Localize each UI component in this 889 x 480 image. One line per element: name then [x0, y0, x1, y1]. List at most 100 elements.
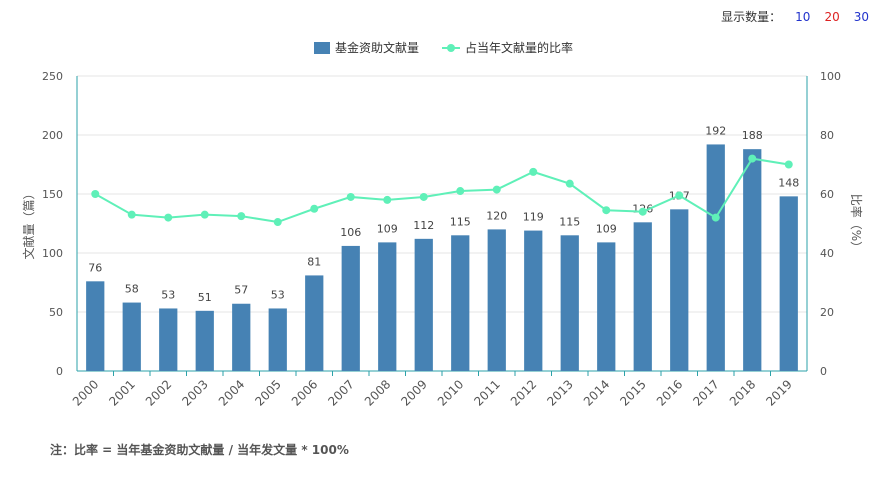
- y-right-tick-label: 0: [820, 365, 827, 378]
- bar: [524, 230, 543, 371]
- legend-bar-label: 基金资助文献量: [335, 40, 419, 55]
- bar-value-label: 188: [742, 129, 763, 142]
- ratio-point: [346, 192, 355, 201]
- y-right-tick-label: 80: [820, 129, 834, 142]
- bar-value-label: 76: [88, 261, 102, 274]
- ratio-point: [784, 160, 793, 169]
- funding-chart: 0 50 100 150 200 250 0 20 40 60 80 100 文献量（篇） 比率（%） 76…: [21, 40, 864, 409]
- bar-value-label: 112: [413, 219, 434, 232]
- bar: [305, 275, 324, 371]
- bar: [86, 281, 105, 371]
- x-tick-label: 2019: [763, 377, 794, 408]
- display-count-option-10[interactable]: 10: [795, 9, 811, 24]
- bar: [414, 238, 433, 371]
- ratio-point: [383, 195, 392, 204]
- bar-value-label: 58: [125, 283, 139, 296]
- ratio-point: [675, 191, 684, 200]
- display-count-option-20[interactable]: 20: [824, 9, 840, 24]
- ratio-point: [602, 206, 611, 215]
- display-count-label: 显示数量：: [721, 10, 782, 24]
- bar: [633, 222, 652, 371]
- ratio-point: [529, 167, 538, 176]
- y-left-tick-label: 150: [42, 188, 63, 201]
- x-tick-label: 2008: [362, 377, 393, 408]
- bar-value-label: 120: [486, 209, 507, 222]
- x-tick-label: 2001: [106, 377, 137, 408]
- x-tick-label: 2002: [143, 377, 174, 408]
- ratio-point: [456, 187, 465, 196]
- bar: [597, 242, 616, 371]
- y-left-tick-label: 50: [49, 306, 63, 319]
- bar: [159, 308, 178, 371]
- ratio-point: [200, 210, 209, 219]
- ratio-line: [94, 157, 789, 224]
- bar: [706, 144, 725, 371]
- display-count-option-30[interactable]: 30: [853, 9, 869, 24]
- bar: [743, 149, 762, 371]
- bar: [560, 235, 579, 371]
- bar: [779, 196, 798, 371]
- y-left-axis-title: 文献量（篇）: [21, 187, 36, 259]
- bar: [232, 303, 251, 371]
- bar-value-label: 115: [450, 215, 471, 228]
- x-tick-label: 2003: [179, 377, 210, 408]
- y-left-tick-label: 250: [42, 70, 63, 83]
- x-tick-label: 2015: [617, 377, 648, 408]
- x-tick-label: 2010: [435, 377, 466, 408]
- x-tick-label: 2013: [544, 377, 575, 408]
- bar: [122, 302, 141, 371]
- x-tick-label: 2018: [727, 377, 758, 408]
- ratio-point: [419, 192, 428, 201]
- legend-bar-swatch: [314, 42, 330, 54]
- y-right-tick-label: 20: [820, 306, 834, 319]
- y-right-tick-label: 100: [820, 70, 841, 83]
- bar: [195, 310, 214, 371]
- ratio-point: [565, 179, 574, 188]
- y-right-tick-label: 60: [820, 188, 834, 201]
- legend-line-label: 占当年文献量的比率: [465, 40, 573, 55]
- bar-value-label: 109: [377, 222, 398, 235]
- ratio-point: [711, 213, 720, 222]
- bar-value-label: 119: [523, 211, 544, 224]
- bar-value-label: 148: [778, 176, 799, 189]
- y-left-tick-label: 200: [42, 129, 63, 142]
- bar: [670, 209, 689, 371]
- y-left-tick-label: 100: [42, 247, 63, 260]
- bar: [268, 308, 287, 371]
- x-tick-label: 2016: [654, 377, 685, 408]
- ratio-point: [273, 218, 282, 227]
- y-left-tick-label: 0: [56, 365, 63, 378]
- bar-value-label: 192: [705, 124, 726, 137]
- ratio-point: [237, 212, 246, 221]
- x-tick-label: 2007: [325, 377, 356, 408]
- y-right-axis-title: 比率（%）: [849, 194, 864, 253]
- x-tick-label: 2011: [471, 377, 502, 408]
- bar-value-label: 109: [596, 222, 617, 235]
- bar-value-label: 53: [161, 288, 175, 301]
- ratio-point: [492, 185, 501, 194]
- bar-value-label: 106: [340, 226, 361, 239]
- ratio-point: [127, 210, 136, 219]
- bar-value-label: 53: [271, 288, 285, 301]
- ratio-point: [91, 190, 100, 198]
- bar-value-label: 51: [198, 291, 212, 304]
- ratio-point: [310, 204, 319, 213]
- x-tick-label: 2004: [216, 377, 247, 408]
- ratio-point: [748, 154, 757, 163]
- ratio-point: [164, 213, 173, 222]
- bar: [451, 235, 470, 371]
- bar: [378, 242, 397, 371]
- bar: [487, 229, 506, 371]
- bar: [341, 245, 360, 371]
- x-tick-label: 2000: [70, 377, 101, 408]
- bar-value-label: 57: [234, 284, 248, 297]
- bar-value-label: 115: [559, 215, 580, 228]
- bar-value-label: 81: [307, 255, 321, 268]
- x-tick-label: 2012: [508, 377, 539, 408]
- display-count-bar: 显示数量： 10 20 30: [721, 8, 869, 25]
- x-tick-label: 2009: [398, 377, 429, 408]
- x-tick-label: 2005: [252, 377, 283, 408]
- footnote: 注：比率 = 当年基金资助文献量 / 当年发文量 * 100%: [50, 443, 349, 457]
- ratio-point: [638, 207, 647, 216]
- legend-line-marker: [447, 44, 455, 52]
